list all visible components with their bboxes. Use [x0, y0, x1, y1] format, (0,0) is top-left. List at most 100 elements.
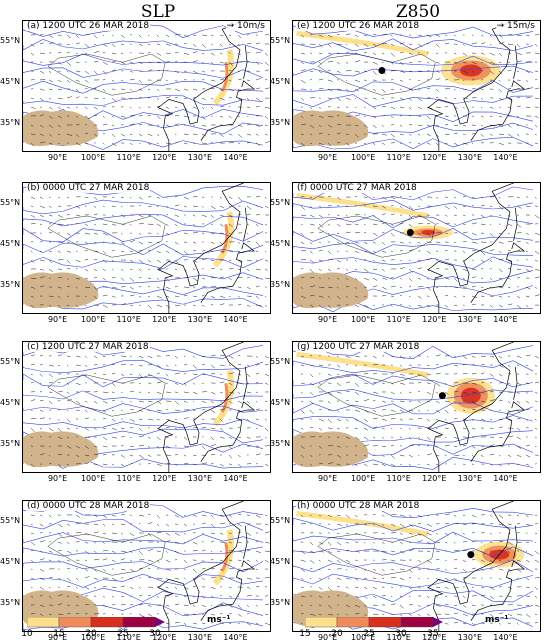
wind-arrow	[489, 613, 494, 618]
wind-arrow	[399, 577, 405, 581]
wind-arrow	[165, 364, 169, 367]
wind-arrow	[480, 400, 486, 403]
colorbar-extend-arrow	[155, 617, 165, 627]
contour-line	[23, 546, 264, 557]
wind-arrow	[201, 214, 207, 218]
wind-arrow	[534, 541, 537, 544]
wind-arrow	[363, 541, 366, 544]
longitude-tick-label: 120°E	[422, 153, 447, 162]
wind-arrow	[75, 604, 79, 606]
wind-arrow	[336, 613, 339, 615]
wind-arrow	[219, 550, 222, 553]
wind-arrow	[156, 463, 162, 466]
wind-arrow	[147, 548, 154, 552]
wind-arrow	[399, 463, 402, 466]
wind-arrow	[426, 286, 432, 291]
wind-arrow	[435, 577, 441, 582]
wind-arrow	[471, 427, 476, 430]
wind-arrow	[318, 106, 322, 109]
wind-arrow	[318, 132, 323, 135]
wind-arrow	[327, 391, 333, 396]
wind-arrow	[201, 106, 205, 110]
wind-arrow	[165, 79, 168, 82]
wind-arrow	[498, 409, 501, 412]
panel-time-label: (g) 1200 UTC 27 MAR 2018	[296, 342, 421, 352]
wind-arrow	[372, 259, 376, 262]
wind-arrow	[138, 196, 143, 200]
wind-arrow	[444, 523, 449, 525]
wind-arrow	[237, 382, 244, 385]
wind-arrow	[480, 106, 483, 109]
wind-arrow	[156, 69, 161, 72]
wind-arrow	[453, 541, 456, 544]
wind-arrow	[435, 295, 438, 298]
wind-arrow	[471, 418, 475, 421]
wind-arrow	[453, 409, 457, 412]
wind-arrow	[444, 382, 447, 385]
wind-arrow	[372, 268, 377, 270]
wind-arrow	[498, 454, 501, 457]
wind-arrow	[327, 52, 332, 54]
wind-arrow	[345, 79, 348, 82]
wind-arrow	[399, 79, 404, 82]
wind-arrow	[183, 355, 186, 357]
wind-arrow	[300, 559, 306, 562]
wind-arrow	[534, 604, 540, 607]
wind-arrow	[381, 61, 384, 64]
wind-arrow	[516, 417, 521, 420]
wind-arrow	[246, 205, 252, 210]
wind-arrow	[174, 61, 178, 63]
wind-arrow	[462, 622, 467, 625]
wind-arrow	[408, 586, 412, 590]
wind-arrow	[102, 355, 106, 358]
wind-arrow	[309, 604, 312, 606]
mongolia-border	[317, 53, 436, 96]
wind-arrow	[75, 223, 79, 225]
wind-arrow	[408, 541, 411, 544]
wind-arrow	[327, 43, 332, 48]
wind-arrow	[156, 514, 160, 519]
longitude-tick-label: 100°E	[80, 315, 106, 324]
wind-arrow	[408, 205, 414, 210]
wind-arrow	[93, 232, 98, 235]
wind-arrow	[264, 69, 269, 72]
wind-arrow	[57, 196, 60, 199]
wind-arrow	[327, 142, 332, 147]
wind-arrow	[336, 115, 340, 117]
wind-arrow	[147, 418, 154, 421]
wind-arrow	[300, 463, 303, 466]
wind-arrow	[48, 586, 51, 589]
wind-arrow	[453, 382, 458, 384]
wind-arrow	[93, 523, 99, 526]
wind-arrow	[120, 241, 125, 245]
wind-arrow	[345, 33, 351, 36]
contour-line	[23, 418, 264, 429]
wind-arrow	[84, 445, 89, 449]
wind-arrow	[57, 463, 61, 467]
wind-arrow	[84, 33, 90, 36]
contour-line	[293, 402, 534, 415]
wind-arrow	[435, 115, 438, 118]
colorbar-swatch	[90, 617, 124, 628]
wind-arrow	[327, 133, 331, 136]
wind-arrow	[93, 106, 98, 110]
wind-arrow	[444, 532, 449, 536]
wind-arrow	[462, 97, 468, 99]
wind-arrow	[39, 427, 43, 430]
wind-arrow	[228, 391, 235, 394]
wind-arrow	[102, 268, 106, 272]
wind-arrow	[165, 205, 168, 207]
wind-arrow	[75, 577, 79, 581]
wind-arrow	[300, 604, 303, 607]
wind-arrow	[300, 364, 305, 367]
wind-arrow	[219, 373, 222, 375]
wind-arrow	[507, 400, 511, 404]
wind-arrow	[30, 436, 33, 438]
wind-arrow	[165, 304, 171, 308]
wind-arrow	[300, 97, 305, 101]
wind-arrow	[228, 445, 233, 450]
wind-arrow	[426, 541, 431, 545]
wind-arrow	[255, 295, 260, 299]
wind-arrow	[84, 604, 89, 606]
wind-arrow	[426, 453, 432, 456]
